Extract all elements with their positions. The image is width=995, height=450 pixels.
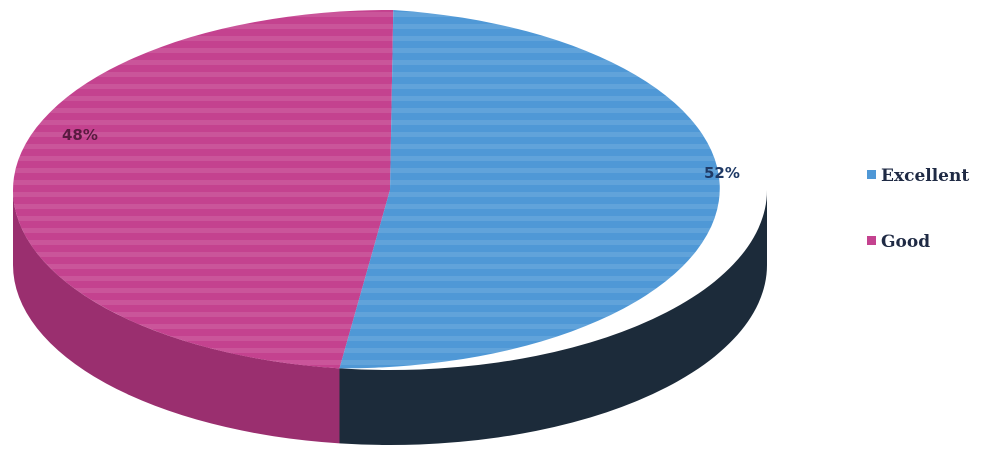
pie-side-excellent	[339, 190, 767, 445]
legend-swatch-excellent	[867, 170, 876, 179]
pie-texture	[13, 10, 767, 370]
legend-item-good[interactable]: Good	[867, 232, 930, 252]
data-label-excellent: 52%	[704, 164, 740, 182]
data-label-good: 48%	[62, 126, 98, 144]
legend-label-excellent: Excellent	[881, 166, 969, 186]
pie-side-good	[13, 190, 340, 444]
legend-label-good: Good	[881, 232, 930, 252]
legend: Excellent Good	[867, 166, 969, 252]
legend-item-excellent[interactable]: Excellent	[867, 166, 969, 186]
legend-swatch-good	[867, 236, 876, 245]
pie-3d-body	[12, 10, 767, 445]
